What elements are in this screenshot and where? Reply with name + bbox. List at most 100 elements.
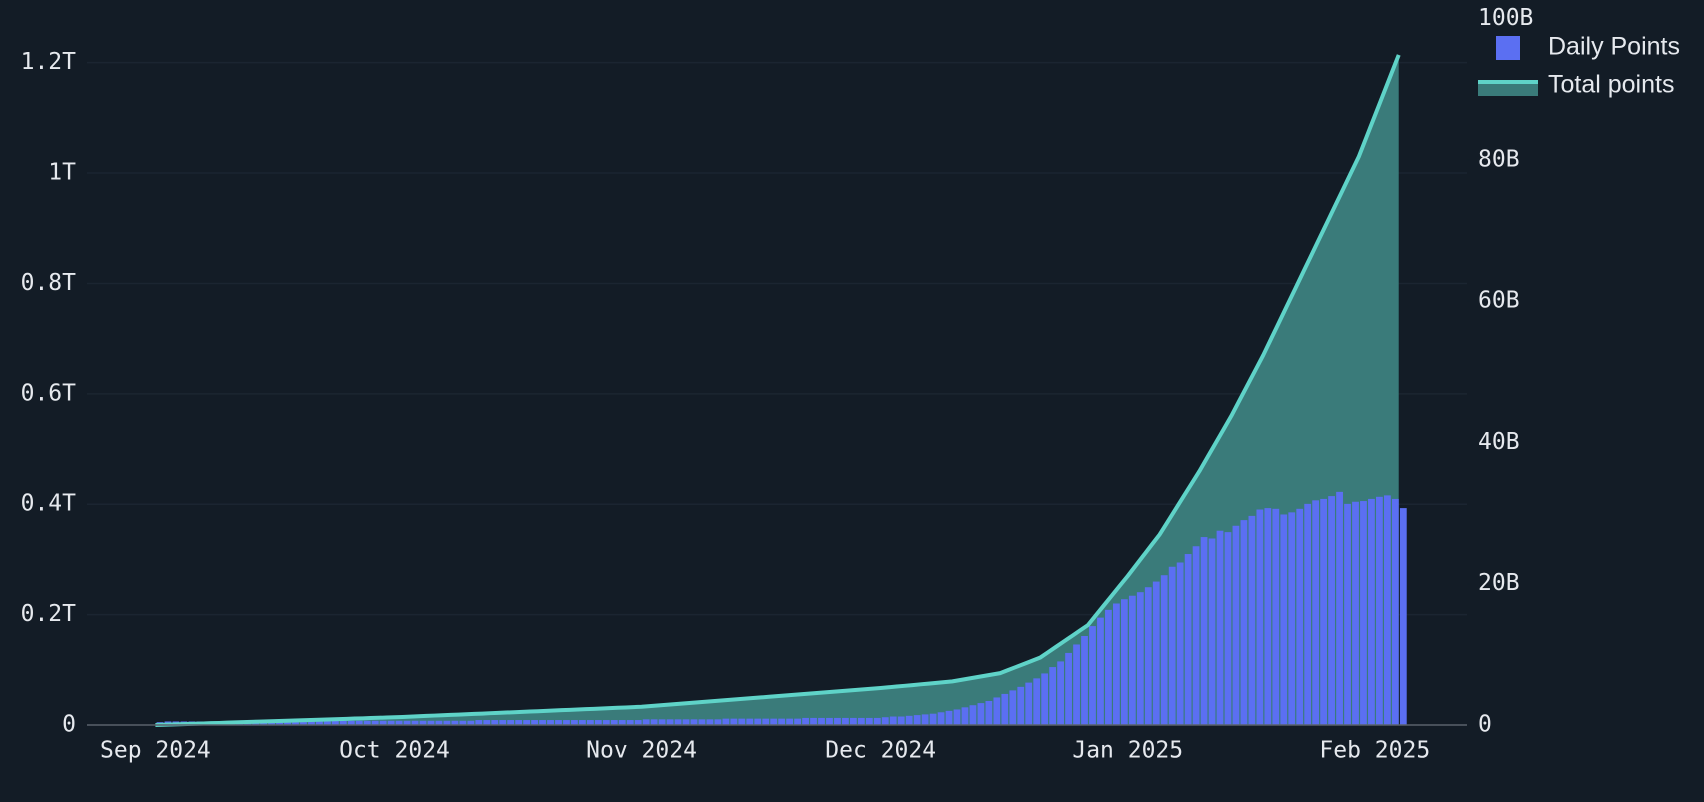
bar <box>1360 501 1367 725</box>
bar <box>897 716 905 725</box>
bar <box>1224 532 1232 725</box>
bar <box>1304 503 1312 725</box>
bar <box>666 719 674 725</box>
bar <box>467 720 475 725</box>
bar <box>1073 644 1080 725</box>
y2-tick-label: 80B <box>1478 146 1520 172</box>
bar <box>1001 693 1009 725</box>
bar <box>547 720 554 725</box>
bar <box>1232 525 1240 725</box>
bar <box>762 718 770 725</box>
bar <box>395 720 403 725</box>
bar <box>1144 587 1152 725</box>
bar <box>1009 690 1017 725</box>
bar <box>515 720 523 725</box>
bar <box>658 719 666 725</box>
bar <box>1383 495 1391 725</box>
bar <box>339 720 347 725</box>
legend-swatch <box>1496 36 1520 60</box>
bar <box>331 720 339 725</box>
bar <box>945 710 953 725</box>
bar <box>363 720 371 725</box>
bar <box>913 715 921 725</box>
bar <box>1280 514 1288 725</box>
bar <box>778 718 786 725</box>
bar <box>1089 626 1096 725</box>
bar <box>602 720 610 725</box>
bar <box>323 720 331 725</box>
bar <box>1336 491 1343 725</box>
bar <box>849 717 857 725</box>
bar <box>443 720 451 725</box>
bar <box>300 720 307 725</box>
bar <box>499 720 507 725</box>
bar <box>284 720 291 725</box>
bar <box>1081 635 1088 725</box>
legend-label: Total points <box>1548 71 1674 99</box>
bar <box>1025 682 1033 725</box>
bar <box>626 720 634 725</box>
bar <box>1200 537 1208 725</box>
bar <box>523 720 531 725</box>
y-tick-label: 1T <box>48 160 76 186</box>
bar <box>961 707 969 725</box>
bar <box>937 712 945 725</box>
x-tick-label: Dec 2024 <box>825 738 936 764</box>
bar <box>555 720 562 725</box>
bar <box>355 720 363 725</box>
bar <box>379 720 387 725</box>
y-tick-label: 1.2T <box>21 49 77 75</box>
bar <box>674 719 682 725</box>
y2-tick-label: 0 <box>1478 712 1492 738</box>
bar <box>1216 530 1224 725</box>
bar <box>1248 515 1256 725</box>
bar <box>1312 500 1320 725</box>
bar <box>1376 496 1383 725</box>
bar <box>1176 562 1184 725</box>
bar <box>347 720 355 725</box>
bar <box>1120 599 1128 725</box>
legend-swatch <box>1478 82 1538 96</box>
bar <box>411 720 419 725</box>
bar <box>985 700 993 725</box>
bar <box>1320 498 1328 725</box>
bar <box>698 719 706 725</box>
bar <box>905 715 913 725</box>
line <box>155 54 1401 727</box>
bar <box>371 720 379 725</box>
bar <box>650 719 658 725</box>
bar <box>810 717 817 725</box>
bar <box>1168 566 1176 725</box>
bar <box>1105 609 1112 725</box>
bar <box>610 720 618 725</box>
y2-tick-label: 40B <box>1478 429 1520 455</box>
bar <box>977 703 985 725</box>
bar <box>730 718 738 725</box>
bar <box>491 720 499 725</box>
bar <box>276 721 283 725</box>
bar <box>881 717 889 725</box>
bar <box>483 720 491 725</box>
bar <box>1368 498 1375 725</box>
x-tick-label: Feb 2025 <box>1319 738 1430 764</box>
bar <box>1344 503 1351 725</box>
bar <box>1041 673 1049 725</box>
bar <box>1256 509 1264 725</box>
y2-tick-label: 100B <box>1478 5 1533 31</box>
bar <box>1264 508 1272 725</box>
bar <box>1033 678 1041 725</box>
bar <box>770 718 778 725</box>
bar <box>794 718 801 725</box>
bar <box>1391 498 1399 725</box>
x-tick-label: Oct 2024 <box>339 738 450 764</box>
bar <box>634 720 642 725</box>
bar <box>921 714 929 725</box>
bar <box>929 713 937 725</box>
bar <box>1240 520 1248 725</box>
bar <box>292 720 299 725</box>
bar <box>1288 512 1296 725</box>
bar <box>722 718 730 725</box>
bar <box>993 697 1001 725</box>
y-tick-label: 0 <box>62 712 76 738</box>
